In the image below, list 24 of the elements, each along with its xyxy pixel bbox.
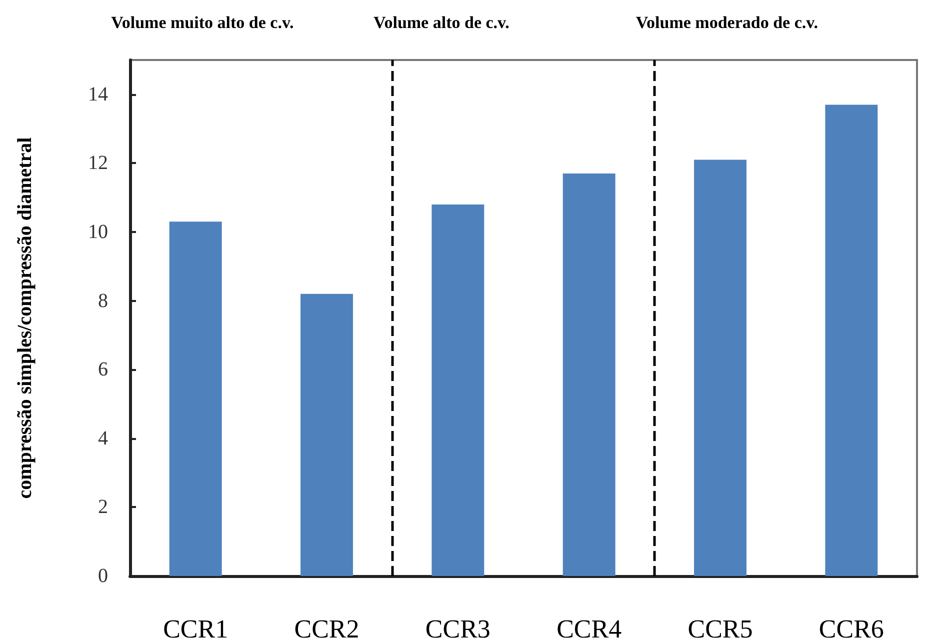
bar bbox=[694, 160, 746, 576]
text: Volume muito alto de c.v. bbox=[111, 13, 294, 32]
y-tick-label: 4 bbox=[98, 427, 108, 450]
x-tick-label: CCR5 bbox=[688, 614, 753, 642]
text: Volume alto de c.v. bbox=[374, 13, 510, 32]
bar bbox=[825, 104, 878, 576]
y-tick-label: 0 bbox=[98, 565, 108, 587]
bar bbox=[169, 222, 222, 576]
bar bbox=[562, 174, 616, 576]
bar bbox=[300, 294, 353, 576]
x-tick-label: CCR6 bbox=[818, 614, 884, 642]
y-tick-label: 8 bbox=[98, 290, 108, 312]
text: Volume moderado de c.v. bbox=[636, 13, 818, 32]
y-tick-label: 2 bbox=[98, 496, 108, 518]
y-tick-label: 10 bbox=[88, 221, 108, 243]
y-tick-label: 12 bbox=[88, 152, 108, 174]
x-tick-label: CCR1 bbox=[163, 614, 228, 642]
bar bbox=[432, 204, 484, 576]
y-tick-label: 14 bbox=[88, 83, 108, 106]
x-tick-label: CCR4 bbox=[556, 614, 622, 642]
x-tick-label: CCR3 bbox=[425, 614, 490, 642]
y-axis-title: compressão simples/compressão diametral bbox=[14, 136, 36, 499]
x-tick-label: CCR2 bbox=[294, 614, 360, 642]
y-tick-label: 6 bbox=[98, 358, 108, 381]
